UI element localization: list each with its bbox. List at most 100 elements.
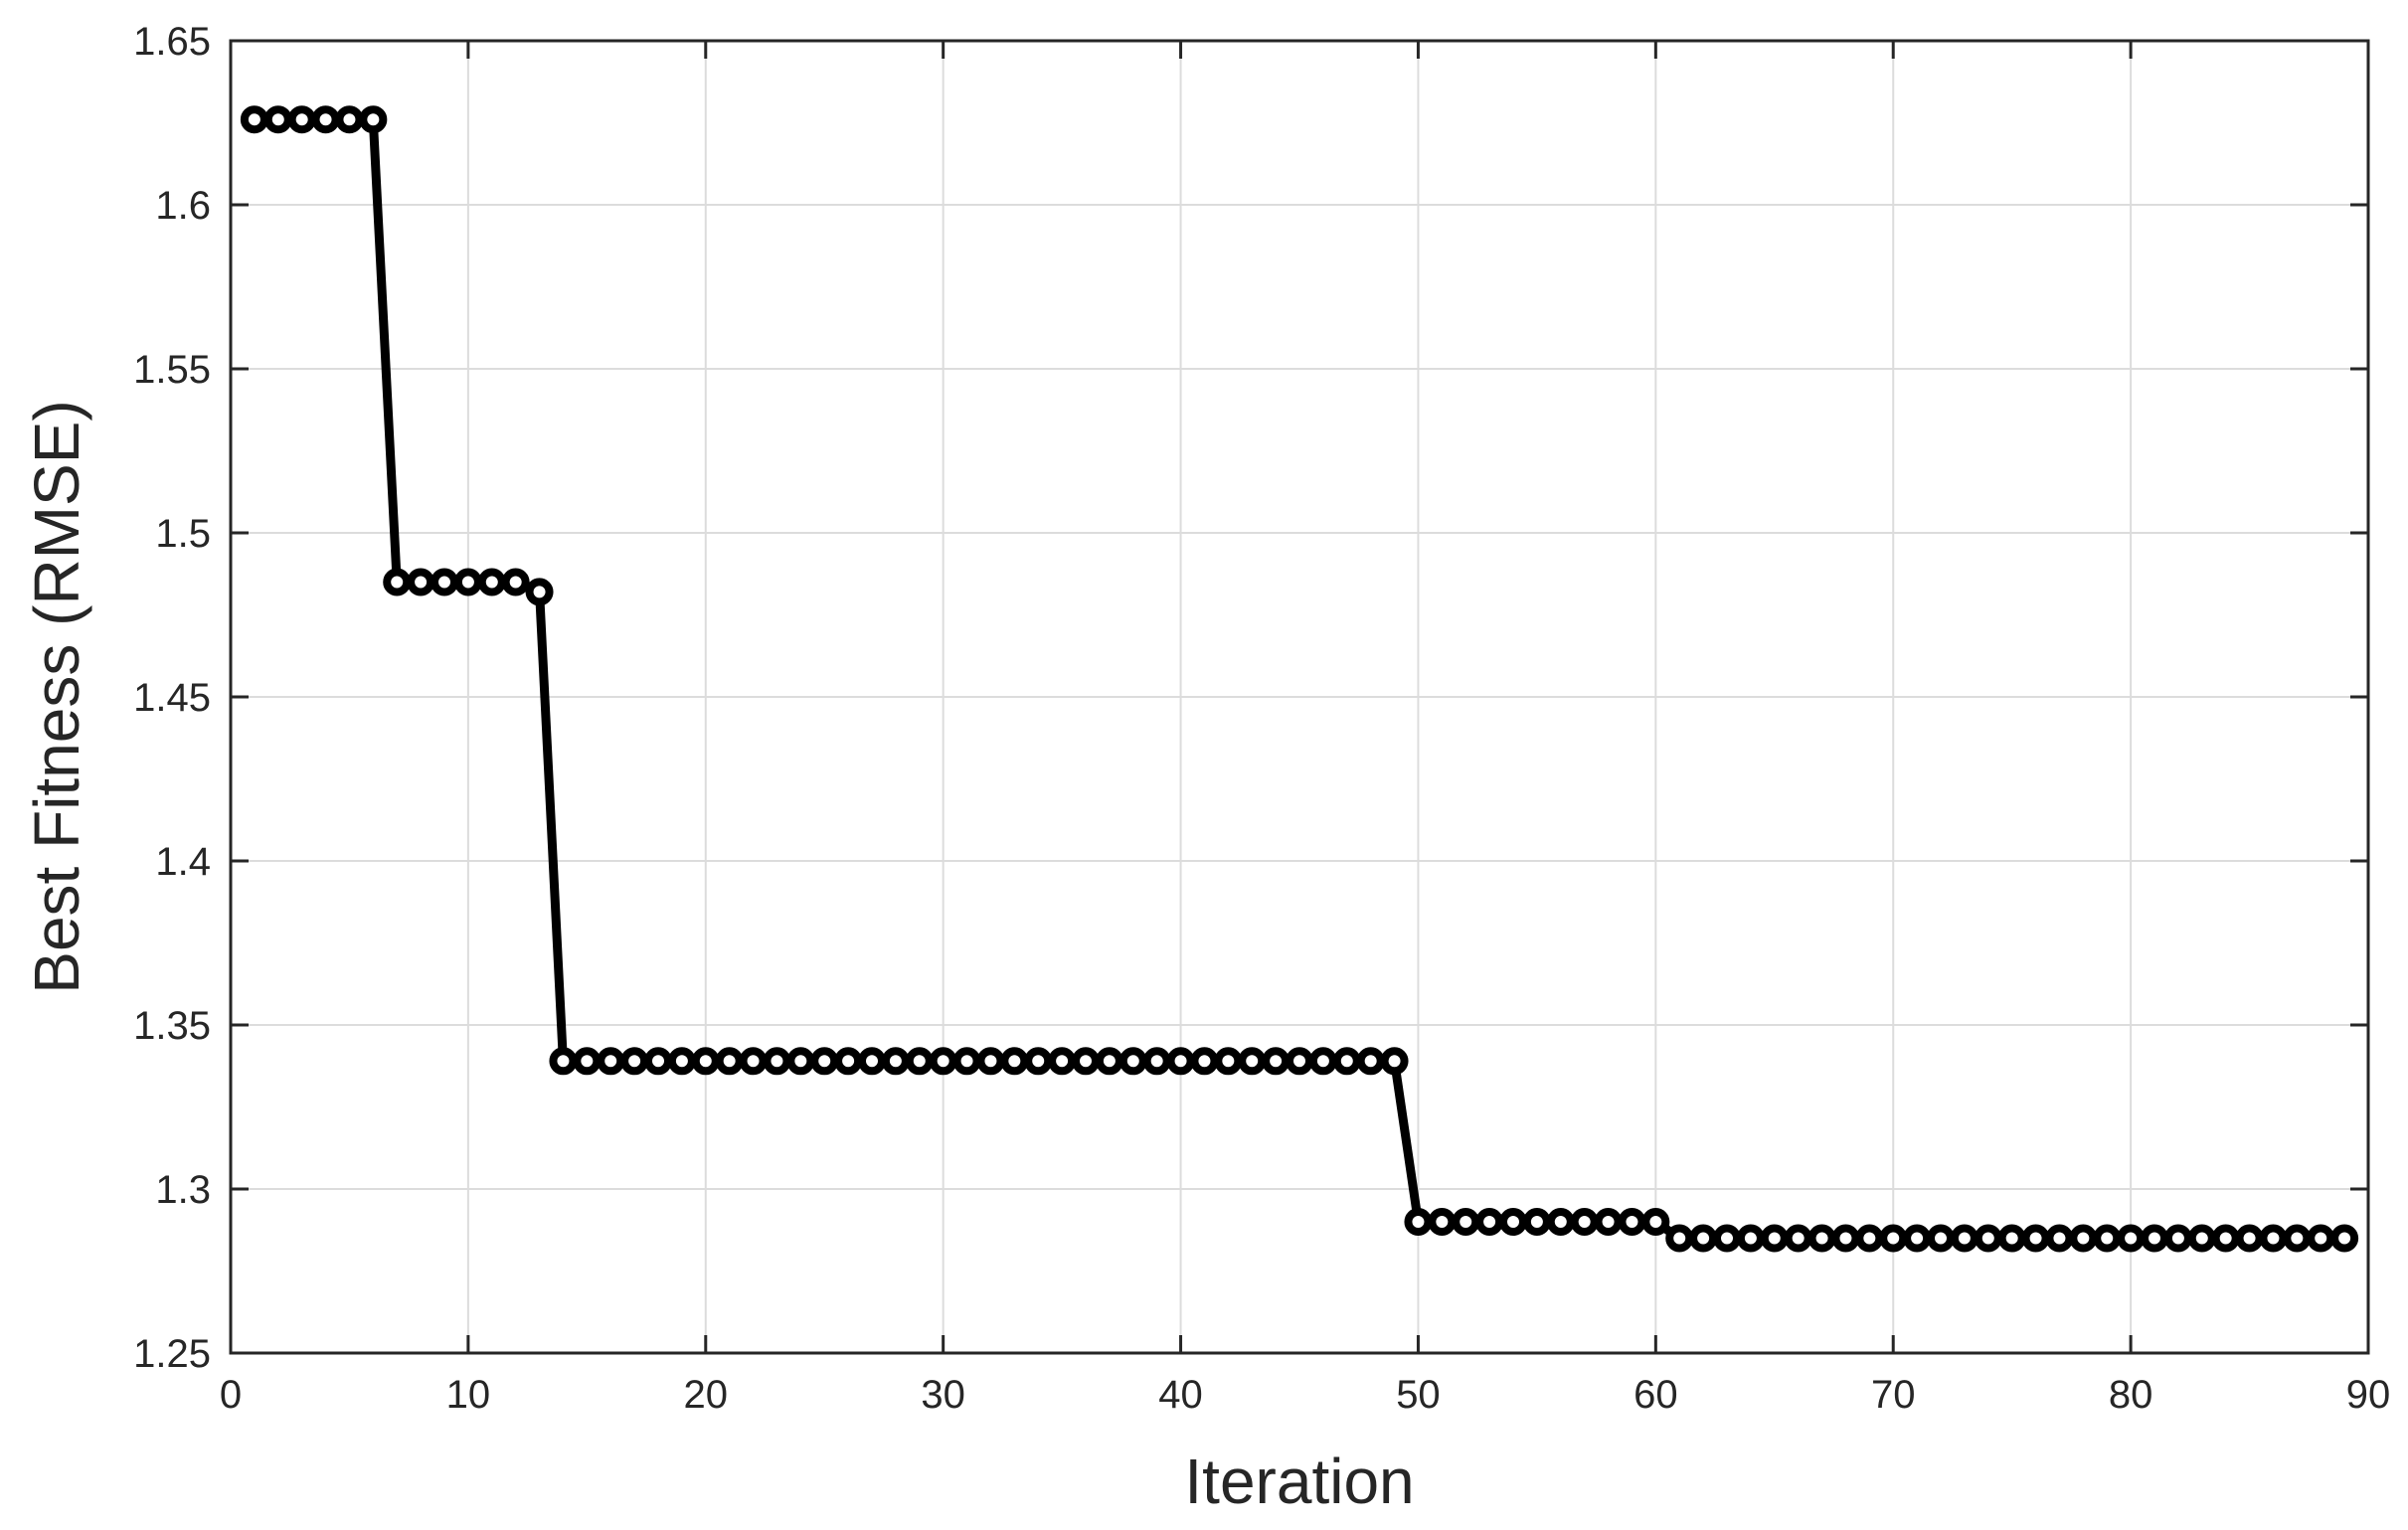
- y-tick-label: 1.25: [133, 1332, 211, 1376]
- x-tick-label: 80: [2109, 1373, 2153, 1417]
- data-point: [335, 105, 364, 134]
- data-point: [1689, 1224, 1718, 1253]
- y-tick-label: 1.45: [133, 676, 211, 720]
- data-point: [1641, 1208, 1670, 1236]
- data-point: [1118, 1047, 1147, 1076]
- x-tick-label: 50: [1396, 1373, 1441, 1417]
- data-point: [2283, 1224, 2312, 1253]
- data-point: [1522, 1208, 1551, 1236]
- data-point: [1072, 1047, 1100, 1076]
- data-point: [2021, 1224, 2050, 1253]
- data-point: [739, 1047, 768, 1076]
- data-point: [311, 105, 340, 134]
- data-point: [1214, 1047, 1243, 1076]
- data-point: [691, 1047, 720, 1076]
- data-point: [929, 1047, 957, 1076]
- data-point: [1665, 1224, 1694, 1253]
- data-point: [1499, 1208, 1527, 1236]
- y-tick-label: 1.55: [133, 348, 211, 392]
- data-point: [715, 1047, 744, 1076]
- data-point: [2045, 1224, 2074, 1253]
- data-point: [501, 568, 530, 596]
- data-point: [1332, 1047, 1361, 1076]
- y-tick-label: 1.5: [155, 512, 211, 556]
- data-point: [1903, 1224, 1932, 1253]
- data-point: [1831, 1224, 1860, 1253]
- y-tick-label: 1.3: [155, 1168, 211, 1212]
- data-point: [2093, 1224, 2122, 1253]
- data-point: [1855, 1224, 1884, 1253]
- data-point: [834, 1047, 863, 1076]
- data-point: [2141, 1224, 2168, 1253]
- y-tick-label: 1.35: [133, 1004, 211, 1048]
- data-point: [1000, 1047, 1029, 1076]
- data-point: [430, 568, 458, 596]
- data-point: [1166, 1047, 1195, 1076]
- data-point: [240, 105, 268, 134]
- data-point: [1190, 1047, 1219, 1076]
- data-point: [597, 1047, 625, 1076]
- data-point: [1879, 1224, 1908, 1253]
- data-point: [407, 568, 435, 596]
- data-point: [1308, 1047, 1337, 1076]
- data-point: [2259, 1224, 2288, 1253]
- y-tick-label: 1.4: [155, 840, 211, 884]
- data-point: [1356, 1047, 1385, 1076]
- data-point: [1048, 1047, 1077, 1076]
- data-point: [1807, 1224, 1836, 1253]
- data-point: [263, 105, 292, 134]
- data-point: [1974, 1224, 2002, 1253]
- data-point: [810, 1047, 839, 1076]
- data-point: [1380, 1047, 1409, 1076]
- data-point: [1404, 1208, 1433, 1236]
- data-point: [763, 1047, 791, 1076]
- data-point: [1142, 1047, 1171, 1076]
- data-point: [1713, 1224, 1741, 1253]
- data-point: [1570, 1208, 1599, 1236]
- data-point: [1618, 1208, 1646, 1236]
- data-point: [2211, 1224, 2240, 1253]
- y-tick-label: 1.6: [155, 184, 211, 228]
- data-point: [976, 1047, 1005, 1076]
- data-point: [1736, 1224, 1765, 1253]
- ticks: [229, 39, 2370, 1355]
- data-point: [2330, 1224, 2359, 1253]
- data-point: [1594, 1208, 1623, 1236]
- data-point: [2163, 1224, 2192, 1253]
- data-point: [477, 568, 506, 596]
- data-point: [2187, 1224, 2216, 1253]
- data-point: [2307, 1224, 2335, 1253]
- data-point: [2069, 1224, 2098, 1253]
- data-point: [525, 578, 554, 606]
- x-tick-label: 10: [446, 1373, 491, 1417]
- tick-labels: 0 10 20 30 40 50 60 70 80 90 1.25 1.3 1.35 1.4 1.45 1.5…: [133, 20, 2390, 1417]
- data-point: [1262, 1047, 1290, 1076]
- data-point: [858, 1047, 886, 1076]
- data-point: [383, 568, 412, 596]
- data-point: [549, 1047, 578, 1076]
- x-tick-label: 70: [1871, 1373, 1916, 1417]
- data-point: [881, 1047, 910, 1076]
- data-point: [644, 1047, 672, 1076]
- data-point: [667, 1047, 696, 1076]
- data-point: [905, 1047, 934, 1076]
- data-point: [1024, 1047, 1053, 1076]
- data-point: [2235, 1224, 2264, 1253]
- data-point: [1927, 1224, 1955, 1253]
- x-tick-label: 20: [684, 1373, 729, 1417]
- data-point: [1784, 1224, 1812, 1253]
- data-point: [1452, 1208, 1480, 1236]
- x-tick-label: 30: [921, 1373, 965, 1417]
- y-tick-label: 1.65: [133, 20, 211, 64]
- data-point: [620, 1047, 649, 1076]
- data-point: [287, 105, 316, 134]
- data-point: [573, 1047, 602, 1076]
- y-axis-title: Best Fitness (RMSE): [21, 400, 92, 993]
- grid: [230, 40, 2369, 1354]
- x-tick-label: 40: [1158, 1373, 1203, 1417]
- data-point: [2117, 1224, 2146, 1253]
- data-point: [1095, 1047, 1123, 1076]
- data-point: [1546, 1208, 1575, 1236]
- data-point: [1238, 1047, 1267, 1076]
